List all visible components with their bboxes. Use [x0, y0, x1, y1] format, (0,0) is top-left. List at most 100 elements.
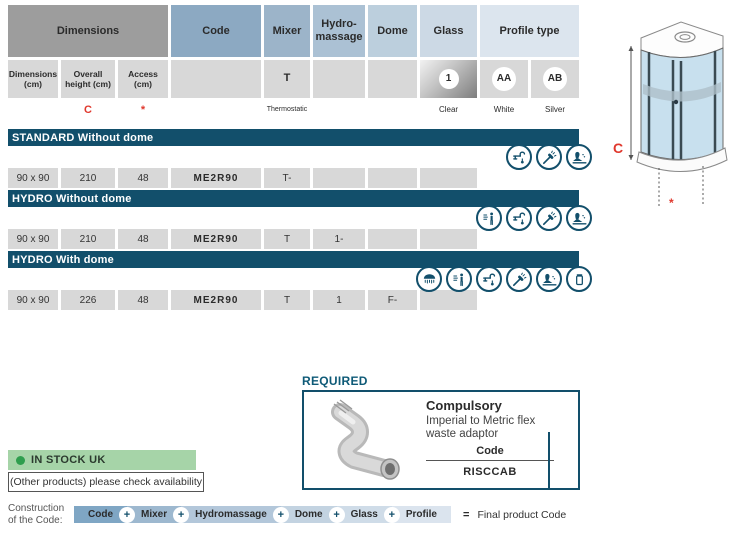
- foot-massage-icon: [536, 266, 562, 292]
- code-construction: Construction of the Code: Code + Mixer +…: [8, 503, 566, 526]
- cell-dimensions: 90 x 90: [8, 168, 58, 188]
- final-code-label: Final product Code: [477, 508, 567, 521]
- table-header-row: Dimensions Code Mixer Hydro-massage Dome…: [8, 5, 579, 57]
- glass-note: Clear: [438, 105, 459, 114]
- chip-dome: Dome: [280, 506, 337, 523]
- required-code-value: RISCCAB: [463, 466, 517, 479]
- plus-icon: +: [272, 506, 289, 523]
- cylinder-icon: [566, 266, 592, 292]
- data-row: 90 x 90 210 48 ME2R90 T-: [8, 168, 579, 188]
- table-subheader-row: Dimensions (cm) Overall height (cm) Acce…: [8, 60, 579, 98]
- profile-ab-note: Silver: [544, 105, 565, 114]
- chip-glass: Glass: [336, 506, 392, 523]
- cell-access: 48: [118, 229, 168, 249]
- profile-aa-note: White: [493, 105, 515, 114]
- section-hydro-with-dome: HYDRO With dome: [8, 251, 592, 310]
- height-mark: C: [84, 103, 92, 116]
- cell-code: ME2R90: [171, 290, 261, 310]
- tap-icon: [506, 144, 532, 170]
- hand-shower-icon: [506, 266, 532, 292]
- product-table: Dimensions Code Mixer Hydro-massage Dome…: [8, 5, 592, 310]
- glass-option-badge: 1: [438, 69, 459, 89]
- header-mixer: Mixer: [264, 5, 310, 57]
- rain-shower-icon: [416, 266, 442, 292]
- cell-height: 226: [61, 290, 115, 310]
- data-row: 90 x 90 210 48 ME2R90 T 1-: [8, 229, 579, 249]
- required-details: Compulsory Imperial to Metric flex waste…: [424, 392, 578, 488]
- cell-code: ME2R90: [171, 229, 261, 249]
- cell-glass: [420, 168, 477, 188]
- diagram-height-label: C: [613, 140, 624, 156]
- cell-dome: [368, 229, 417, 249]
- cell-access: 48: [118, 168, 168, 188]
- foot-massage-icon: [566, 144, 592, 170]
- required-divider: [548, 432, 550, 488]
- mixer-note: Thermostatic: [266, 106, 308, 113]
- section-standard-without-dome: STANDARD Without dome: [8, 129, 592, 188]
- cell-mixer: T: [264, 290, 310, 310]
- availability-note: (Other products) please check availabili…: [8, 472, 204, 492]
- subheader-code-empty: [171, 60, 261, 98]
- chip-mixer: Mixer: [127, 506, 182, 523]
- required-item-name: Compulsory: [426, 398, 502, 413]
- in-stock-banner: IN STOCK UK: [8, 450, 196, 470]
- subheader-glass: 1: [420, 60, 477, 98]
- cell-hydromassage: 1: [313, 290, 365, 310]
- cell-access: 48: [118, 290, 168, 310]
- feature-icons-strip: [8, 144, 592, 170]
- cell-height: 210: [61, 229, 115, 249]
- subheader-dome-empty: [368, 60, 417, 98]
- section-title-bar: STANDARD Without dome: [8, 129, 579, 146]
- hand-shower-icon: [536, 205, 562, 231]
- section-hydro-without-dome: HYDRO Without dome: [8, 190, 592, 249]
- required-code-label: Code: [426, 445, 554, 462]
- chip-profile: Profile: [391, 506, 451, 523]
- cell-dome: [368, 168, 417, 188]
- section-title-bar: HYDRO With dome: [8, 251, 579, 268]
- header-code: Code: [171, 5, 261, 57]
- subheader-overall-height: Overall height (cm): [61, 60, 115, 98]
- cell-glass: [420, 290, 477, 310]
- required-title: REQUIRED: [302, 374, 368, 388]
- header-hydromassage: Hydro-massage: [313, 5, 365, 57]
- required-box: Compulsory Imperial to Metric flex waste…: [302, 390, 580, 490]
- subheader-profile-aa: AA: [480, 60, 528, 98]
- access-mark: *: [140, 103, 146, 116]
- cell-height: 210: [61, 168, 115, 188]
- subheader-dimensions: Dimensions (cm): [8, 60, 58, 98]
- required-item-description: Imperial to Metric flex waste adaptor: [426, 415, 536, 441]
- cell-dimensions: 90 x 90: [8, 290, 58, 310]
- plus-icon: +: [383, 506, 400, 523]
- tap-icon: [476, 266, 502, 292]
- waste-adaptor-image: [304, 392, 424, 488]
- subheader-hydromassage-empty: [313, 60, 365, 98]
- feature-icons-strip: [8, 266, 592, 292]
- header-profile-type: Profile type: [480, 5, 579, 57]
- cell-mixer: T-: [264, 168, 310, 188]
- profile-aa-badge: AA: [492, 67, 516, 91]
- feature-icons-strip: [8, 205, 592, 231]
- cell-dimensions: 90 x 90: [8, 229, 58, 249]
- subheader-mixer: T: [264, 60, 310, 98]
- subheader-access: Access (cm): [118, 60, 168, 98]
- equals-sign: =: [463, 508, 470, 521]
- cell-glass: [420, 229, 477, 249]
- plus-icon: +: [173, 506, 190, 523]
- cell-hydromassage: [313, 168, 365, 188]
- header-glass: Glass: [420, 5, 477, 57]
- foot-massage-icon: [566, 205, 592, 231]
- table-annotation-row: C * Thermostatic Clear White Silver: [8, 101, 579, 118]
- header-dimensions-group: Dimensions: [8, 5, 168, 57]
- shower-cabin-diagram: C *: [603, 10, 748, 215]
- header-dome: Dome: [368, 5, 417, 57]
- tap-icon: [506, 205, 532, 231]
- construction-label: Construction of the Code:: [8, 503, 65, 526]
- plus-icon: +: [328, 506, 345, 523]
- construction-chips: Code + Mixer + Hydromassage + Dome + Gla…: [74, 506, 566, 523]
- chip-hydromassage: Hydromassage: [181, 506, 281, 523]
- subheader-profile-ab: AB: [531, 60, 579, 98]
- body-jets-icon: [446, 266, 472, 292]
- hand-shower-icon: [536, 144, 562, 170]
- body-jets-icon: [476, 205, 502, 231]
